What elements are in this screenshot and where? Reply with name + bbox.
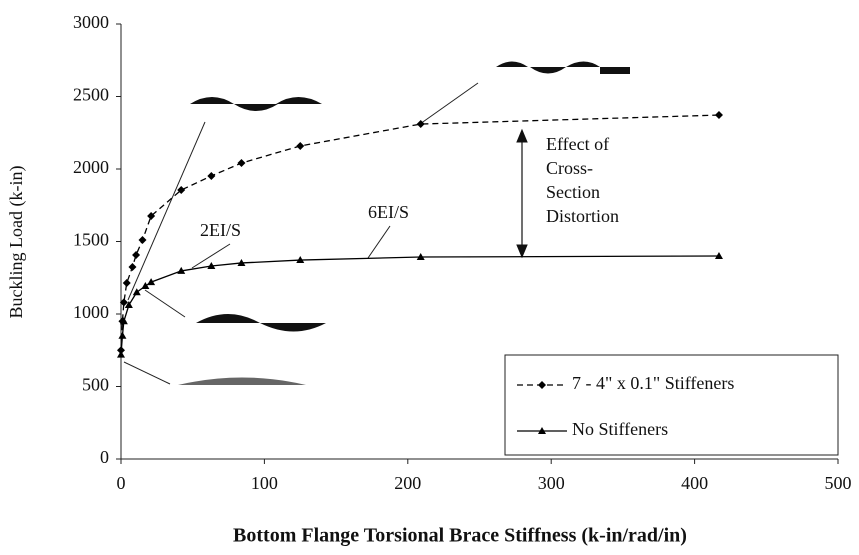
marker xyxy=(128,263,137,272)
y-axis-label: Buckling Load (k-in) xyxy=(6,166,27,319)
marker xyxy=(538,381,546,389)
y-tick-label: 1500 xyxy=(73,230,109,250)
marker xyxy=(124,301,133,309)
y-tick-label: 2500 xyxy=(73,85,109,105)
series-line xyxy=(120,255,719,355)
annotation: Cross- xyxy=(546,158,593,178)
marker xyxy=(714,111,723,120)
marker xyxy=(147,211,156,220)
marker xyxy=(138,236,147,245)
marker xyxy=(122,278,131,287)
marker xyxy=(538,427,546,434)
y-tick-label: 2000 xyxy=(73,157,109,177)
x-tick-label: 100 xyxy=(251,473,278,493)
legend-label: No Stiffeners xyxy=(572,419,668,439)
annotation: Section xyxy=(546,182,600,202)
annotation: Effect of xyxy=(546,134,609,154)
x-tick-label: 200 xyxy=(394,473,421,493)
x-tick-label: 400 xyxy=(681,473,708,493)
marker xyxy=(132,288,141,296)
marker xyxy=(141,282,150,290)
x-tick-label: 0 xyxy=(117,473,126,493)
marker xyxy=(119,317,128,325)
marker xyxy=(237,159,246,168)
marker xyxy=(416,253,425,261)
marker xyxy=(118,331,127,339)
marker xyxy=(177,266,186,274)
shape-icons xyxy=(178,61,630,385)
y-tick-label: 1000 xyxy=(73,302,109,322)
marker xyxy=(237,258,246,266)
marker xyxy=(132,250,141,259)
marker xyxy=(416,120,425,129)
marker xyxy=(177,186,186,195)
x-tick-label: 500 xyxy=(825,473,852,493)
y-tick-label: 0 xyxy=(100,447,109,467)
effect-arrow xyxy=(516,128,528,259)
marker xyxy=(296,256,305,264)
y-tick-label: 3000 xyxy=(73,12,109,32)
marker xyxy=(296,141,305,150)
marker xyxy=(117,350,125,358)
marker xyxy=(119,298,128,307)
leader-lines xyxy=(123,82,479,385)
annotation: Distortion xyxy=(546,206,619,226)
marker xyxy=(714,252,723,259)
annotation: 2EI/S xyxy=(200,220,241,240)
legend xyxy=(504,354,839,456)
marker xyxy=(207,171,216,180)
marker xyxy=(207,262,216,270)
x-axis-label: Bottom Flange Torsional Brace Stiffness … xyxy=(233,525,687,547)
y-tick-label: 500 xyxy=(82,375,109,395)
marker xyxy=(147,278,156,286)
x-tick-label: 300 xyxy=(538,473,565,493)
annotation: 6EI/S xyxy=(368,202,409,222)
legend-label: 7 - 4" x 0.1" Stiffeners xyxy=(572,373,734,393)
